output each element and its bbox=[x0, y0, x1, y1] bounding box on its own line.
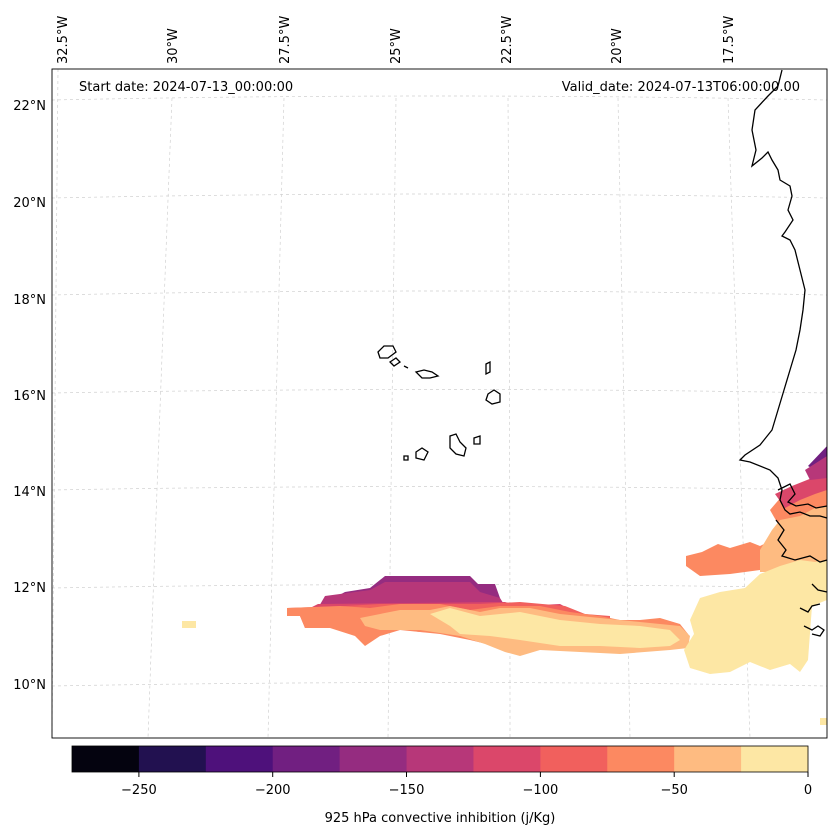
lat-label: 12°N bbox=[13, 581, 46, 596]
colorbar-tick-label: −150 bbox=[389, 783, 425, 798]
colorbar-label: 925 hPa convective inhibition (j/Kg) bbox=[325, 811, 556, 826]
cin-region-coast-150 bbox=[805, 456, 827, 480]
colorbar-swatch bbox=[138, 746, 207, 772]
colorbar-frame bbox=[71, 745, 809, 773]
santiago-island bbox=[449, 433, 467, 457]
lon-label: 17.5°W bbox=[722, 16, 737, 64]
valid-date-label: Valid_date: 2024-07-13T06:00:00.00 bbox=[562, 80, 800, 95]
sal-island bbox=[485, 360, 491, 376]
lat-label: 18°N bbox=[13, 293, 46, 308]
graticule bbox=[51, 68, 828, 739]
colorbar-tick-label: 0 bbox=[804, 783, 812, 798]
sao-vicente-island bbox=[388, 357, 402, 367]
lat-label: 20°N bbox=[13, 196, 46, 211]
guinea-bissau-coast bbox=[775, 519, 828, 563]
senegal-gambia-outline bbox=[777, 483, 828, 509]
colorbar-swatch bbox=[205, 746, 274, 772]
guinea-coast bbox=[799, 583, 828, 637]
coastlines bbox=[377, 69, 828, 637]
colorbar-tick-label: −250 bbox=[121, 783, 157, 798]
west-africa-coastline bbox=[738, 69, 828, 519]
cin-region-0a bbox=[430, 608, 680, 648]
latitude-labels: 22°N 20°N 18°N 16°N 14°N 12°N 10°N bbox=[13, 99, 46, 693]
lat-label: 14°N bbox=[13, 485, 46, 500]
cin-region-125 bbox=[318, 582, 505, 608]
santo-antao-island bbox=[377, 345, 397, 359]
colorbar-tick-label: −50 bbox=[660, 783, 687, 798]
map-frame bbox=[51, 68, 828, 739]
lon-label: 30°W bbox=[166, 28, 181, 64]
lon-label: 32.5°W bbox=[56, 16, 71, 64]
colorbar-swatch bbox=[339, 746, 408, 772]
cin-patch-se bbox=[820, 718, 827, 725]
longitude-labels: 32.5°W 30°W 27.5°W 25°W 22.5°W 20°W 17.5… bbox=[56, 16, 737, 64]
lon-label: 20°W bbox=[610, 28, 625, 64]
lon-label: 27.5°W bbox=[278, 16, 293, 64]
cin-field bbox=[182, 446, 827, 725]
santa-luzia-island bbox=[403, 365, 409, 369]
boa-vista-island bbox=[485, 389, 501, 405]
lat-label: 16°N bbox=[13, 389, 46, 404]
colorbar-swatch bbox=[674, 746, 742, 772]
lat-label: 22°N bbox=[13, 99, 46, 114]
colorbar-swatch bbox=[741, 746, 809, 772]
sao-nicolau-island bbox=[414, 369, 440, 379]
colorbar-swatch bbox=[406, 746, 474, 772]
colorbar-swatch bbox=[72, 746, 140, 772]
cin-patch-west bbox=[182, 621, 196, 628]
colorbar-tick-label: −100 bbox=[523, 783, 559, 798]
colorbar bbox=[72, 746, 809, 772]
cin-region-0b bbox=[684, 560, 827, 674]
lon-label: 22.5°W bbox=[500, 16, 515, 64]
lat-label: 10°N bbox=[13, 678, 46, 693]
maio-island bbox=[473, 435, 481, 445]
lon-label: 25°W bbox=[389, 28, 404, 64]
fogo-island bbox=[415, 447, 429, 461]
brava-island bbox=[403, 455, 409, 461]
colorbar-swatch bbox=[473, 746, 541, 772]
colorbar-swatch bbox=[607, 746, 675, 772]
colorbar-ticks: −250 −200 −150 −100 −50 0 bbox=[121, 772, 812, 798]
cin-region-coast-100 bbox=[775, 474, 827, 508]
colorbar-tick-label: −200 bbox=[255, 783, 291, 798]
start-date-label: Start date: 2024-07-13_00:00:00 bbox=[79, 80, 293, 95]
colorbar-swatch bbox=[540, 746, 608, 772]
colorbar-swatch bbox=[272, 746, 341, 772]
